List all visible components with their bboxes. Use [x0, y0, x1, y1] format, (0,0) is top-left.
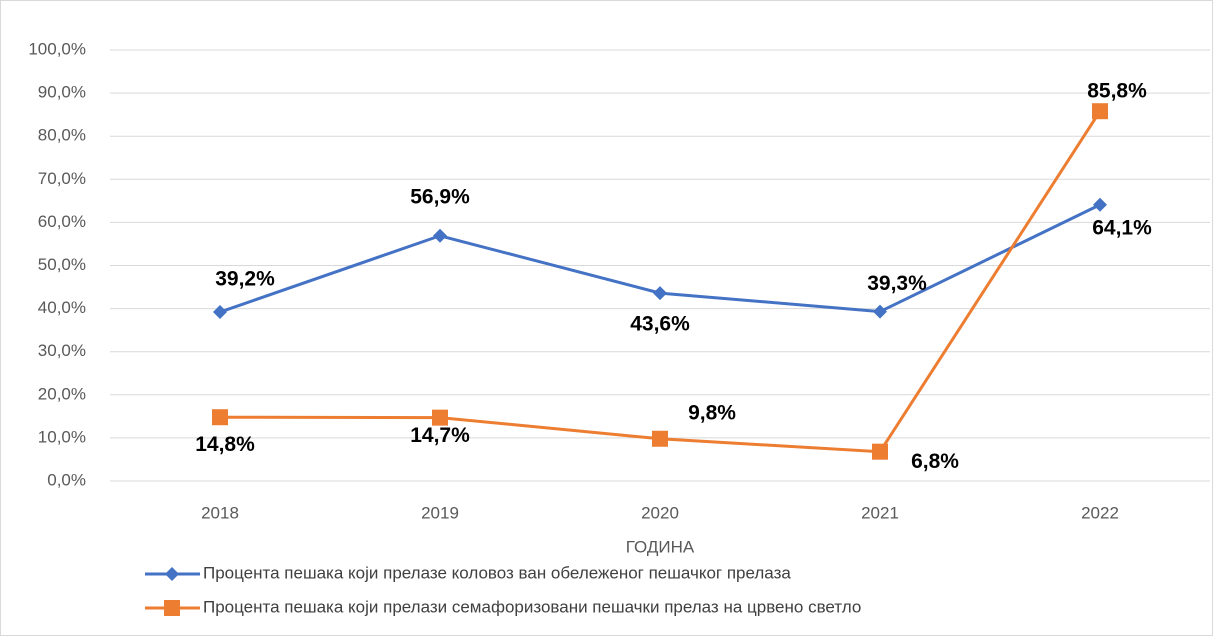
data-label: 14,7%	[410, 424, 470, 447]
marker	[653, 286, 667, 301]
marker	[433, 228, 447, 243]
y-tick-label: 60,0%	[38, 212, 86, 231]
marker	[432, 409, 448, 426]
legend-label: Процента пешака који прелази семафоризов…	[203, 597, 861, 616]
y-tick-label: 70,0%	[38, 169, 86, 188]
data-label: 43,6%	[630, 313, 690, 336]
y-tick-label: 20,0%	[38, 384, 86, 403]
data-label: 9,8%	[688, 401, 736, 424]
data-label: 56,9%	[410, 185, 470, 208]
y-tick-label: 100,0%	[28, 39, 86, 58]
y-tick-label: 10,0%	[38, 427, 86, 446]
y-tick-label: 40,0%	[38, 298, 86, 317]
marker	[1092, 103, 1108, 120]
x-tick-label: 2021	[861, 503, 899, 522]
x-tick-label: 2018	[201, 503, 239, 522]
legend-marker	[164, 600, 180, 616]
data-label: 39,3%	[867, 272, 927, 295]
marker	[873, 304, 887, 319]
x-tick-label: 2020	[641, 503, 679, 522]
data-label: 14,8%	[195, 433, 255, 456]
legend-label: Процента пешака који прелазе коловоз ван…	[203, 563, 791, 582]
legend-marker	[165, 567, 179, 581]
data-label: 39,2%	[215, 268, 275, 291]
data-label: 6,8%	[911, 450, 959, 473]
data-label: 64,1%	[1092, 216, 1152, 239]
x-axis-title: ГОДИНА	[626, 537, 695, 556]
data-label: 85,8%	[1087, 80, 1147, 103]
y-tick-label: 0,0%	[47, 470, 86, 489]
x-tick-label: 2019	[421, 503, 459, 522]
y-tick-label: 90,0%	[38, 83, 86, 102]
y-tick-label: 30,0%	[38, 341, 86, 360]
y-tick-label: 80,0%	[38, 126, 86, 145]
marker	[1093, 197, 1107, 212]
marker	[212, 409, 228, 426]
marker	[652, 430, 668, 447]
marker	[872, 443, 888, 460]
y-tick-label: 50,0%	[38, 255, 86, 274]
marker	[213, 305, 227, 320]
x-tick-label: 2022	[1081, 503, 1119, 522]
